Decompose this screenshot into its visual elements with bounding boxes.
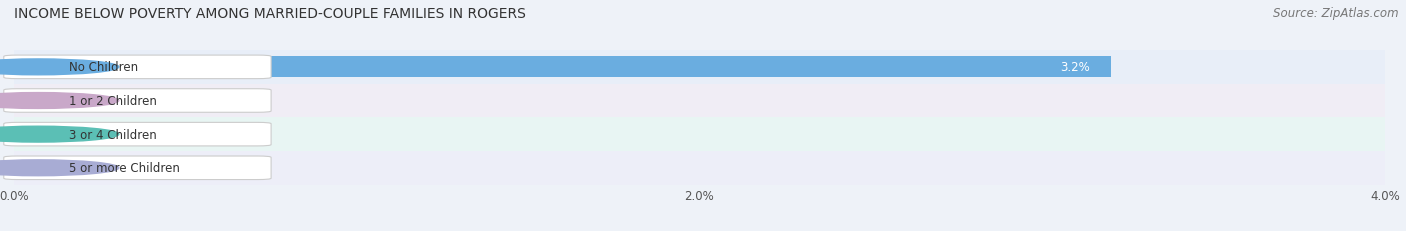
FancyBboxPatch shape	[4, 89, 271, 113]
Text: 0.0%: 0.0%	[35, 94, 65, 108]
Text: 5 or more Children: 5 or more Children	[69, 161, 180, 175]
Bar	[14, 118, 1385, 151]
FancyBboxPatch shape	[4, 156, 271, 180]
Bar	[14, 57, 1111, 78]
Circle shape	[0, 60, 118, 76]
Text: Source: ZipAtlas.com: Source: ZipAtlas.com	[1274, 7, 1399, 20]
Bar	[14, 84, 1385, 118]
FancyBboxPatch shape	[4, 56, 271, 79]
Text: 3 or 4 Children: 3 or 4 Children	[69, 128, 156, 141]
Circle shape	[0, 127, 118, 143]
Text: 0.0%: 0.0%	[35, 161, 65, 175]
Text: No Children: No Children	[69, 61, 138, 74]
Text: INCOME BELOW POVERTY AMONG MARRIED-COUPLE FAMILIES IN ROGERS: INCOME BELOW POVERTY AMONG MARRIED-COUPL…	[14, 7, 526, 21]
Bar	[14, 151, 1385, 185]
Circle shape	[0, 93, 118, 109]
Circle shape	[0, 160, 118, 176]
Text: 0.0%: 0.0%	[35, 128, 65, 141]
Bar	[14, 51, 1385, 84]
Text: 1 or 2 Children: 1 or 2 Children	[69, 94, 157, 108]
Text: 3.2%: 3.2%	[1060, 61, 1090, 74]
FancyBboxPatch shape	[4, 123, 271, 146]
